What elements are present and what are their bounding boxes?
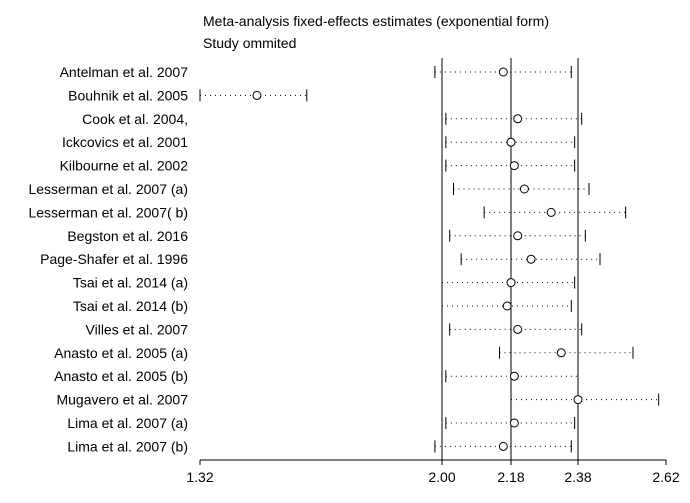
study-row: Villes et al. 2007 bbox=[86, 321, 583, 337]
study-row: Kilbourne et al. 2002 bbox=[60, 158, 576, 174]
study-label: Kilbourne et al. 2002 bbox=[60, 158, 189, 174]
point-estimate bbox=[509, 418, 519, 428]
study-label: Anasto et al. 2005 (b) bbox=[54, 368, 188, 384]
x-tick-label: 2.18 bbox=[497, 469, 524, 485]
study-row: Ickcovics et al. 2001 bbox=[62, 134, 576, 150]
point-estimate bbox=[506, 278, 516, 288]
study-rows: Antelman et al. 2007 Bouhnik et al. 2005 C… bbox=[28, 64, 660, 454]
x-axis: 1.32 2.00 2.18 2.38 2.62 bbox=[186, 459, 680, 485]
study-label: Tsai et al. 2014 (a) bbox=[73, 275, 188, 291]
study-row: Tsai et al. 2014 (a) bbox=[73, 275, 576, 291]
study-label: Lesserman et al. 2007 (a) bbox=[28, 181, 188, 197]
study-label: Begston et al. 2016 bbox=[67, 228, 188, 244]
x-tick-label: 2.62 bbox=[652, 469, 679, 485]
chart-title: Meta-analysis fixed-effects estimates (e… bbox=[203, 13, 549, 29]
point-estimate bbox=[556, 348, 566, 358]
study-label: Cook et al. 2004, bbox=[82, 111, 188, 127]
study-label: Lima et al. 2007 (a) bbox=[67, 415, 188, 431]
study-row: Lesserman et al. 2007( b) bbox=[28, 204, 627, 220]
study-label: Villes et al. 2007 bbox=[86, 321, 189, 337]
study-label: Tsai et al. 2014 (b) bbox=[73, 298, 188, 314]
study-row: Page-Shafer et al. 1996 bbox=[40, 251, 601, 267]
point-estimate bbox=[546, 207, 556, 217]
study-label: Lesserman et al. 2007( b) bbox=[28, 204, 188, 220]
point-estimate bbox=[502, 301, 512, 311]
reference-lines bbox=[441, 58, 579, 460]
point-estimate bbox=[509, 161, 519, 171]
study-label: Ickcovics et al. 2001 bbox=[62, 134, 188, 150]
point-estimate bbox=[513, 324, 523, 334]
point-estimate bbox=[573, 395, 583, 405]
study-label: Lima et al. 2007 (b) bbox=[67, 438, 188, 454]
study-row: Anasto et al. 2005 (a) bbox=[54, 345, 634, 361]
x-tick-label: 2.38 bbox=[564, 469, 591, 485]
point-estimate bbox=[252, 90, 262, 100]
chart-subtitle: Study ommited bbox=[203, 35, 296, 51]
point-estimate bbox=[509, 371, 519, 381]
study-label: Bouhnik et al. 2005 bbox=[68, 87, 188, 103]
point-estimate bbox=[513, 114, 523, 124]
study-label: Antelman et al. 2007 bbox=[60, 64, 189, 80]
point-estimate bbox=[498, 67, 508, 77]
point-estimate bbox=[519, 184, 529, 194]
study-row: Lima et al. 2007 (b) bbox=[67, 438, 572, 454]
study-label: Page-Shafer et al. 1996 bbox=[40, 251, 188, 267]
point-estimate bbox=[526, 254, 536, 264]
study-row: Antelman et al. 2007 bbox=[60, 64, 572, 80]
point-estimate bbox=[513, 231, 523, 241]
study-row: Anasto et al. 2005 (b) bbox=[54, 368, 579, 384]
study-label: Anasto et al. 2005 (a) bbox=[54, 345, 188, 361]
study-row: Tsai et al. 2014 (b) bbox=[73, 298, 572, 314]
point-estimate bbox=[506, 137, 516, 147]
study-row: Mugavero et al. 2007 bbox=[56, 392, 660, 408]
point-estimate bbox=[498, 441, 508, 451]
study-row: Bouhnik et al. 2005 bbox=[68, 87, 308, 103]
study-row: Lima et al. 2007 (a) bbox=[67, 415, 576, 431]
study-label: Mugavero et al. 2007 bbox=[56, 392, 188, 408]
study-row: Lesserman et al. 2007 (a) bbox=[28, 181, 590, 197]
study-row: Begston et al. 2016 bbox=[67, 228, 586, 244]
x-tick-label: 2.00 bbox=[428, 469, 455, 485]
study-row: Cook et al. 2004, bbox=[82, 111, 583, 127]
x-tick-label: 1.32 bbox=[186, 469, 213, 485]
